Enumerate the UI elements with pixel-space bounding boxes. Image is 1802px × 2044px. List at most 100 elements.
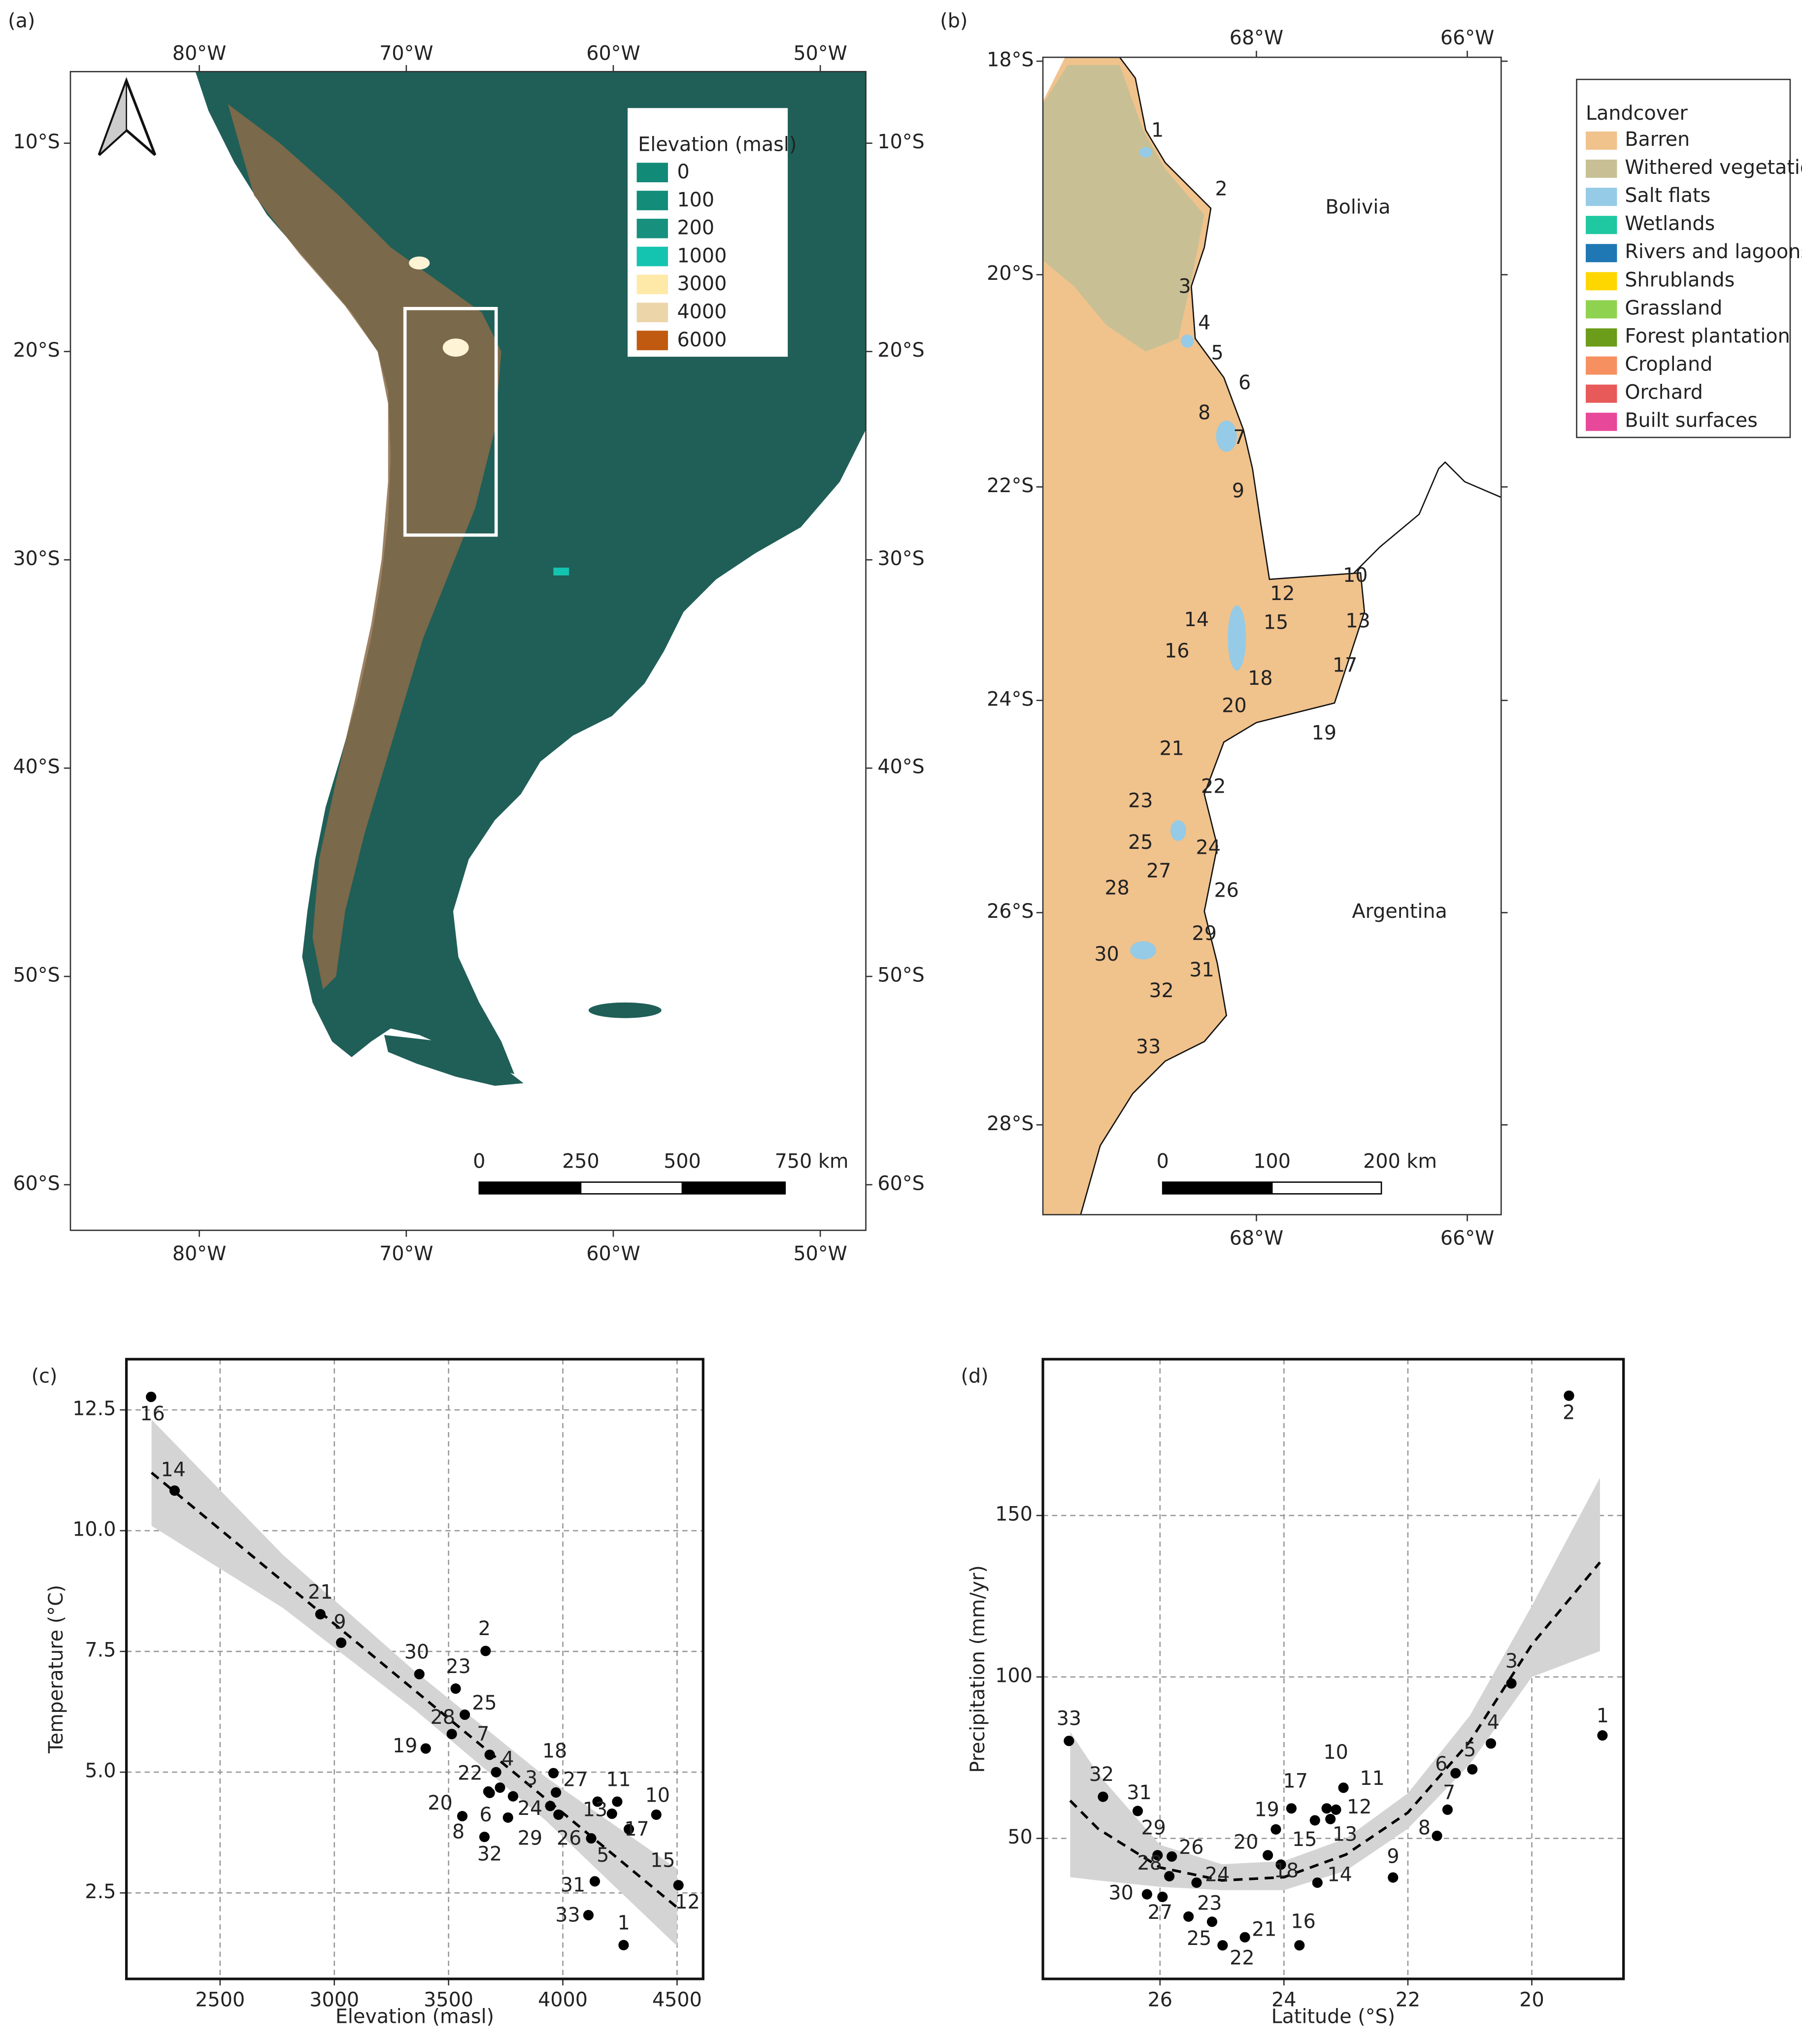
- legend-swatch: [636, 163, 668, 182]
- x-axis-label: Elevation (masl): [335, 2006, 494, 2028]
- site-label: 4: [1198, 312, 1210, 335]
- legend-swatch: [1586, 300, 1617, 319]
- point-label: 28: [431, 1706, 455, 1729]
- lat-label: 22°S: [987, 474, 1034, 497]
- point-label: 23: [1197, 1892, 1222, 1915]
- point-label: 3: [1505, 1650, 1518, 1673]
- point: [583, 1910, 594, 1921]
- point-label: 15: [1292, 1828, 1317, 1851]
- point: [1321, 1803, 1332, 1814]
- site-label: 18: [1248, 667, 1272, 690]
- lat-label: 50°S: [13, 964, 60, 987]
- point-label: 6: [1435, 1753, 1447, 1776]
- y-tick-label: 10.0: [72, 1518, 116, 1541]
- point: [1597, 1730, 1608, 1741]
- legend-label: 1000: [677, 244, 727, 267]
- scale-bar: [681, 1181, 786, 1195]
- point-label: 9: [1387, 1845, 1399, 1868]
- point-label: 4: [501, 1747, 514, 1770]
- point-label: 2: [478, 1617, 491, 1640]
- point: [1270, 1824, 1281, 1835]
- point: [1167, 1851, 1177, 1862]
- point: [1152, 1850, 1163, 1861]
- lat-label: 18°S: [987, 49, 1034, 71]
- site-label: 3: [1178, 275, 1191, 298]
- y-tick-label: 50: [1007, 1826, 1032, 1848]
- point: [1239, 1932, 1250, 1943]
- point-label: 22: [458, 1762, 482, 1784]
- point: [1157, 1891, 1168, 1902]
- point: [1275, 1859, 1286, 1870]
- point: [450, 1683, 461, 1694]
- lon-label: 50°W: [793, 42, 847, 65]
- lon-label: 66°W: [1440, 27, 1494, 49]
- point: [592, 1796, 603, 1807]
- lat-label: 26°S: [987, 900, 1034, 923]
- point-label: 17: [1283, 1770, 1308, 1792]
- site-label: 16: [1165, 639, 1189, 662]
- salt-flat: [1139, 147, 1153, 158]
- country-label: Argentina: [1352, 900, 1447, 923]
- point-label: 14: [161, 1459, 186, 1481]
- point-label: 21: [1252, 1918, 1276, 1941]
- lake: [553, 568, 569, 576]
- point: [1183, 1911, 1194, 1922]
- lon-label: 80°W: [172, 42, 226, 65]
- panel-label: (d): [961, 1365, 989, 1387]
- x-tick-label: 3500: [424, 1988, 473, 2011]
- x-tick-label: 26: [1148, 1988, 1172, 2011]
- point-label: 8: [1418, 1816, 1431, 1839]
- point-label: 8: [452, 1820, 465, 1843]
- legend-swatch: [1586, 244, 1617, 263]
- site-label: 24: [1196, 837, 1220, 859]
- point: [1506, 1678, 1517, 1689]
- x-tick-label: 3000: [309, 1988, 359, 2011]
- point-label: 1: [618, 1911, 630, 1934]
- site-label: 32: [1149, 979, 1173, 1002]
- legend-label: Withered vegetation: [1625, 156, 1802, 179]
- site-label: 21: [1159, 737, 1184, 760]
- point-label: 17: [624, 1818, 649, 1841]
- site-label: 7: [1233, 426, 1245, 449]
- legend-label: Wetlands: [1625, 212, 1715, 235]
- legend-label: Rivers and lagoons: [1625, 240, 1802, 263]
- scale-label: 100: [1253, 1150, 1291, 1173]
- scale-bar: [1271, 1181, 1382, 1195]
- point-label: 18: [1274, 1860, 1299, 1882]
- chile-area: [1043, 57, 1365, 1215]
- y-tick-label: 2.5: [85, 1880, 116, 1903]
- legend-label: Cropland: [1625, 353, 1712, 376]
- lon-label: 60°W: [586, 42, 640, 65]
- site-label: 33: [1136, 1036, 1161, 1058]
- point-label: 11: [1360, 1767, 1384, 1790]
- legend-swatch: [1586, 356, 1617, 375]
- point: [1263, 1850, 1273, 1861]
- point-label: 7: [1443, 1781, 1455, 1804]
- point-label: 27: [1148, 1901, 1172, 1924]
- legend-label: 200: [677, 217, 714, 239]
- y-tick-label: 7.5: [85, 1639, 116, 1662]
- point: [612, 1796, 623, 1807]
- point-label: 10: [1323, 1741, 1348, 1764]
- point-label: 30: [404, 1641, 429, 1664]
- lon-label: 68°W: [1230, 1227, 1283, 1249]
- point: [414, 1669, 425, 1679]
- legend-label: Grassland: [1625, 297, 1722, 319]
- lat-label: 30°S: [13, 547, 60, 570]
- y-tick-label: 5.0: [85, 1760, 116, 1782]
- point: [495, 1782, 505, 1793]
- lat-label: 20°S: [877, 339, 924, 362]
- site-label: 22: [1201, 775, 1226, 798]
- site-label: 13: [1345, 610, 1370, 633]
- lat-label: 60°S: [13, 1172, 60, 1195]
- legend-label: Salt flats: [1625, 184, 1710, 207]
- salt-flat: [1216, 420, 1237, 452]
- legend-swatch: [1586, 272, 1617, 291]
- site-label: 2: [1215, 177, 1227, 200]
- point-label: 24: [1205, 1864, 1230, 1886]
- point-label: 25: [1187, 1927, 1211, 1950]
- legend-title: Landcover: [1586, 102, 1688, 125]
- salt-flat: [442, 338, 469, 357]
